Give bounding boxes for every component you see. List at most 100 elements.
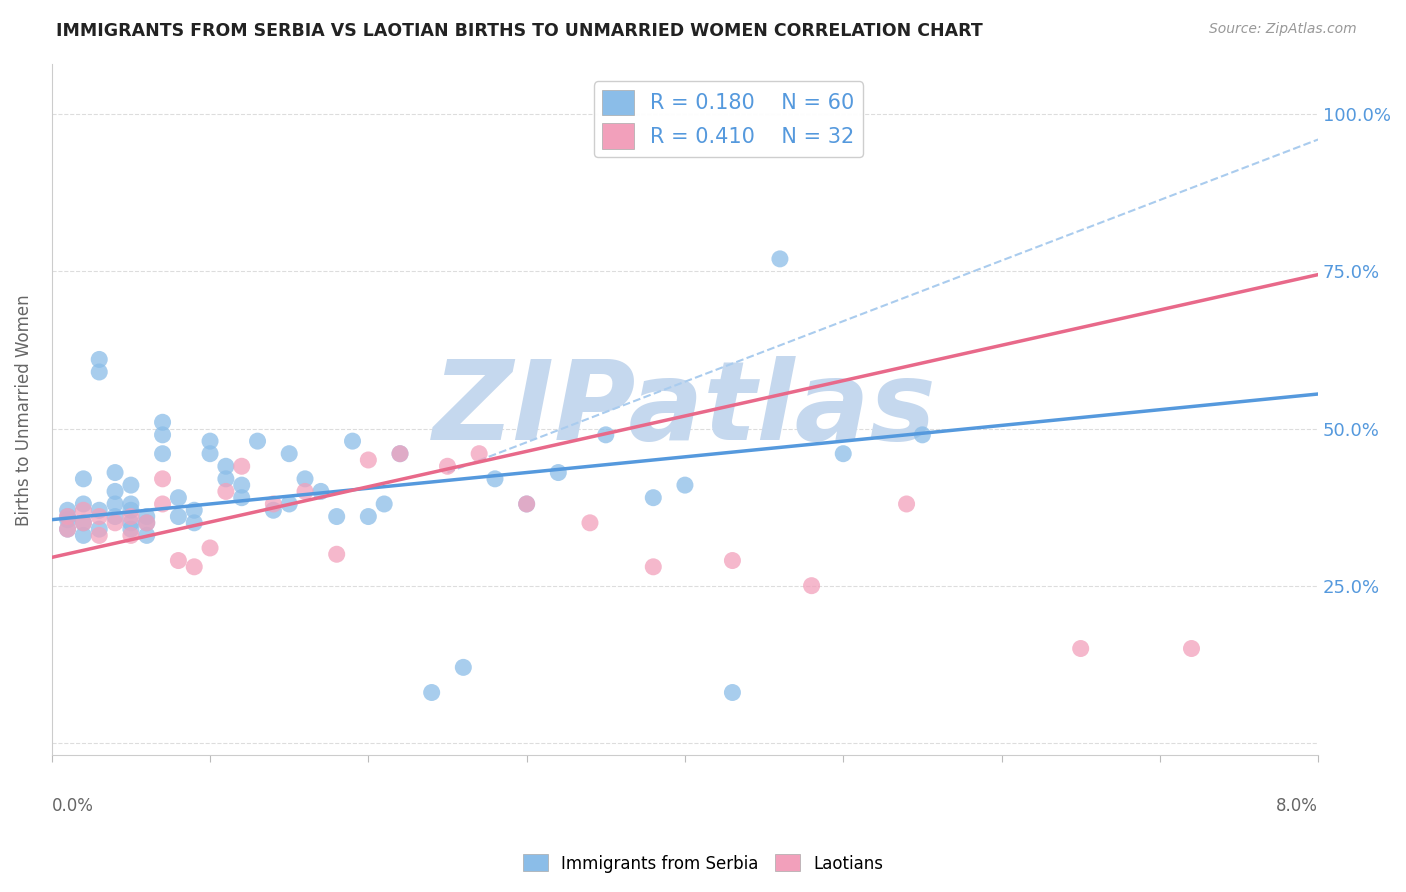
- Point: [246, 434, 269, 449]
- Point: [72, 516, 94, 530]
- Point: [420, 685, 443, 699]
- Point: [89, 352, 111, 367]
- Point: [357, 453, 380, 467]
- Point: [120, 522, 142, 536]
- Point: [643, 491, 665, 505]
- Point: [152, 447, 174, 461]
- Point: [56, 509, 79, 524]
- Point: [135, 516, 157, 530]
- Point: [215, 484, 238, 499]
- Point: [135, 516, 157, 530]
- Point: [104, 516, 127, 530]
- Point: [56, 522, 79, 536]
- Point: [342, 434, 364, 449]
- Point: [198, 434, 221, 449]
- Point: [325, 547, 347, 561]
- Point: [215, 472, 238, 486]
- Point: [120, 509, 142, 524]
- Point: [120, 497, 142, 511]
- Point: [72, 516, 94, 530]
- Point: [643, 559, 665, 574]
- Point: [721, 553, 744, 567]
- Point: [231, 478, 253, 492]
- Point: [72, 472, 94, 486]
- Point: [152, 427, 174, 442]
- Point: [468, 447, 491, 461]
- Point: [896, 497, 918, 511]
- Text: 0.0%: 0.0%: [52, 797, 94, 814]
- Point: [152, 415, 174, 429]
- Point: [262, 497, 284, 511]
- Point: [516, 497, 538, 511]
- Point: [56, 509, 79, 524]
- Point: [104, 484, 127, 499]
- Point: [104, 466, 127, 480]
- Point: [56, 522, 79, 536]
- Point: [516, 497, 538, 511]
- Point: [309, 484, 332, 499]
- Point: [89, 503, 111, 517]
- Point: [231, 459, 253, 474]
- Y-axis label: Births to Unmarried Women: Births to Unmarried Women: [15, 293, 32, 525]
- Point: [800, 579, 823, 593]
- Point: [198, 447, 221, 461]
- Point: [72, 528, 94, 542]
- Point: [104, 509, 127, 524]
- Point: [104, 497, 127, 511]
- Point: [152, 472, 174, 486]
- Point: [721, 685, 744, 699]
- Point: [357, 509, 380, 524]
- Text: ZIPatlas: ZIPatlas: [433, 356, 936, 463]
- Point: [1070, 641, 1092, 656]
- Point: [89, 528, 111, 542]
- Point: [135, 528, 157, 542]
- Legend: Immigrants from Serbia, Laotians: Immigrants from Serbia, Laotians: [516, 847, 890, 880]
- Point: [373, 497, 395, 511]
- Point: [769, 252, 792, 266]
- Point: [120, 478, 142, 492]
- Text: 8.0%: 8.0%: [1277, 797, 1319, 814]
- Point: [89, 365, 111, 379]
- Point: [262, 503, 284, 517]
- Point: [120, 528, 142, 542]
- Point: [183, 559, 205, 574]
- Point: [72, 497, 94, 511]
- Point: [436, 459, 458, 474]
- Point: [911, 427, 934, 442]
- Point: [388, 447, 411, 461]
- Legend: R = 0.180    N = 60, R = 0.410    N = 32: R = 0.180 N = 60, R = 0.410 N = 32: [595, 81, 863, 157]
- Point: [72, 503, 94, 517]
- Point: [673, 478, 696, 492]
- Point: [832, 447, 855, 461]
- Point: [183, 516, 205, 530]
- Point: [1180, 641, 1202, 656]
- Point: [595, 427, 617, 442]
- Point: [294, 484, 316, 499]
- Point: [579, 516, 602, 530]
- Point: [120, 503, 142, 517]
- Point: [89, 522, 111, 536]
- Point: [231, 491, 253, 505]
- Point: [484, 472, 506, 486]
- Point: [135, 509, 157, 524]
- Point: [547, 466, 569, 480]
- Point: [167, 509, 190, 524]
- Point: [294, 472, 316, 486]
- Point: [167, 491, 190, 505]
- Point: [56, 513, 79, 527]
- Point: [120, 516, 142, 530]
- Point: [198, 541, 221, 555]
- Point: [325, 509, 347, 524]
- Point: [388, 447, 411, 461]
- Point: [167, 553, 190, 567]
- Point: [278, 497, 301, 511]
- Point: [215, 459, 238, 474]
- Text: Source: ZipAtlas.com: Source: ZipAtlas.com: [1209, 22, 1357, 37]
- Point: [278, 447, 301, 461]
- Point: [56, 503, 79, 517]
- Point: [89, 509, 111, 524]
- Point: [152, 497, 174, 511]
- Text: IMMIGRANTS FROM SERBIA VS LAOTIAN BIRTHS TO UNMARRIED WOMEN CORRELATION CHART: IMMIGRANTS FROM SERBIA VS LAOTIAN BIRTHS…: [56, 22, 983, 40]
- Point: [453, 660, 475, 674]
- Point: [183, 503, 205, 517]
